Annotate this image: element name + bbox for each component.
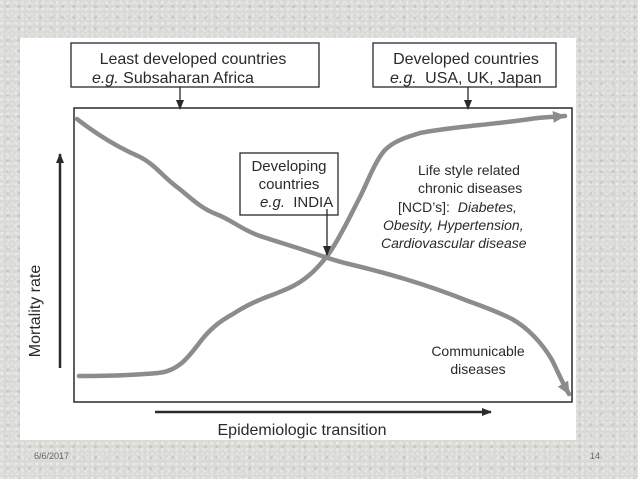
plot-frame xyxy=(73,107,573,403)
x-axis-label: Epidemiologic transition xyxy=(218,422,387,439)
ncd-label-line2: chronic diseases xyxy=(418,180,522,196)
communicable-label-line2: diseases xyxy=(450,361,505,377)
ncd-label-line4: Obesity, Hypertension, xyxy=(383,217,524,233)
least-developed-title: Least developed countries xyxy=(100,51,287,68)
ncd-label-line5: Cardiovascular disease xyxy=(381,235,527,251)
developed-title: Developed countries xyxy=(393,51,539,68)
communicable-disease-curve xyxy=(74,116,572,397)
developing-eg: e.g. xyxy=(260,194,285,211)
communicable-label-line1: Communicable xyxy=(431,343,525,359)
ncd-label-prefix: [NCD’s]: xyxy=(398,199,450,215)
ncd-label-diabetes: Diabetes, xyxy=(458,199,517,215)
slide-page-number: 14 xyxy=(590,451,601,461)
developed-eg: e.g. xyxy=(390,70,417,87)
least-developed-eg: e.g. xyxy=(92,70,119,87)
diagram-figure: Least developed countries e.g. Subsahara… xyxy=(20,38,576,440)
svg-text:[NCD’s]: Diabetes,: [NCD’s]: Diabetes, xyxy=(398,199,517,215)
least-developed-box xyxy=(70,42,320,88)
developed-box xyxy=(372,42,557,88)
developing-box xyxy=(239,152,339,216)
developing-example: INDIA xyxy=(293,194,333,211)
slide-date: 6/6/2017 xyxy=(34,451,70,461)
least-developed-example: Subsaharan Africa xyxy=(123,70,254,87)
svg-text:e.g. USA, UK, Japan: e.g. USA, UK, Japan xyxy=(390,70,542,87)
y-axis-label: Mortality rate xyxy=(27,265,44,358)
svg-text:e.g. INDIA: e.g. INDIA xyxy=(260,194,333,211)
developing-title-line1: Developing xyxy=(251,158,326,175)
developed-example: USA, UK, Japan xyxy=(425,70,542,87)
ncd-label-line1: Life style related xyxy=(418,162,520,178)
developing-title-line2: countries xyxy=(259,176,320,193)
svg-text:e.g. Subsaharan Africa: e.g. Subsaharan Africa xyxy=(92,70,254,87)
